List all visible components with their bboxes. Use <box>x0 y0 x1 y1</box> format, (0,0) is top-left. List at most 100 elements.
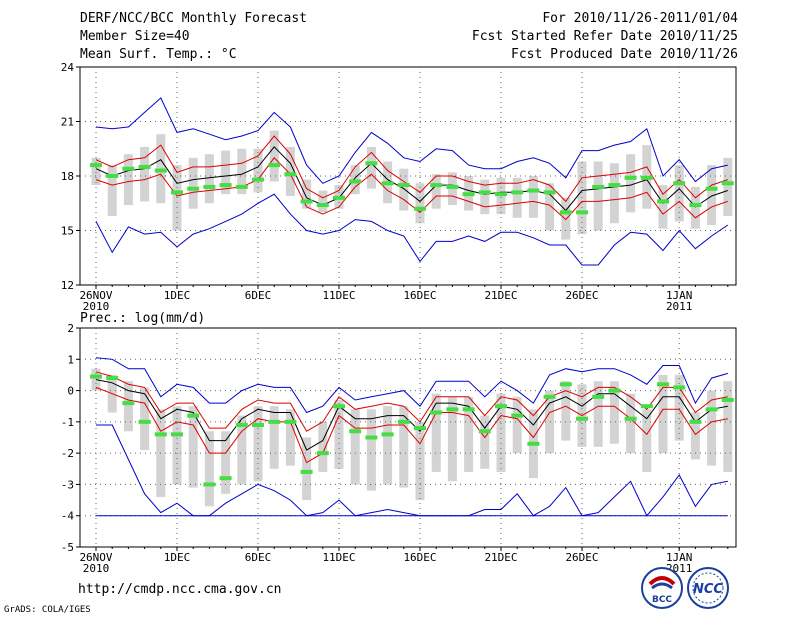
temp-median-mark <box>284 172 297 177</box>
temp-median-mark <box>608 183 621 188</box>
temp-median-mark <box>576 210 588 215</box>
prec-box <box>383 406 393 485</box>
temp-median-mark <box>511 190 524 195</box>
prec-mean-line <box>95 379 728 451</box>
temp-median-mark <box>705 186 718 191</box>
temp-median-mark <box>365 161 378 166</box>
grads-credit: GrADS: COLA/IGES <box>4 605 91 615</box>
prec-box <box>415 421 425 501</box>
prec-median-mark <box>300 469 313 474</box>
prec-box <box>237 415 247 485</box>
temp-box <box>609 163 619 224</box>
temp-x-tick-label: 1DEC <box>164 289 191 302</box>
temp-median-mark <box>527 188 540 193</box>
prec-median-mark <box>495 404 507 409</box>
prec-box <box>658 374 668 454</box>
temp-median-mark <box>187 186 200 191</box>
temp-year-label: 2011 <box>666 300 693 313</box>
temp-x-tick-label: 6DEC <box>245 289 272 302</box>
temp-x-tick-label: 21DEC <box>484 289 517 302</box>
prec-y-tick-label: 0 <box>67 385 74 398</box>
prec-median-mark <box>122 401 135 406</box>
prec-box <box>707 390 717 466</box>
prec-box <box>123 381 133 432</box>
temp-median-mark <box>657 199 669 204</box>
temp-box <box>188 157 198 209</box>
temp-box <box>545 183 555 231</box>
prec-box <box>674 374 684 441</box>
temp-box <box>431 174 441 209</box>
temp-box <box>690 186 700 229</box>
temp-x-tick-label: 1JAN <box>666 289 693 302</box>
prec-box <box>561 381 571 441</box>
prec-median-mark <box>365 435 378 440</box>
temp-median-mark <box>414 206 426 211</box>
temp-box <box>593 161 603 231</box>
temp-box <box>237 148 247 195</box>
prec-median-mark <box>397 419 410 424</box>
ncc-logo-text: NCC <box>693 582 723 597</box>
prec-box <box>593 381 603 447</box>
prec-median-mark <box>219 476 232 481</box>
prec-box <box>140 387 150 451</box>
prec-box <box>221 431 231 494</box>
prec-box <box>642 409 652 472</box>
temp-median-mark <box>397 183 410 188</box>
temp-mean-line <box>95 146 728 212</box>
temp-median-mark <box>333 195 345 200</box>
prec-median-mark <box>478 429 491 434</box>
temp-median-mark <box>219 183 232 188</box>
temp-box <box>253 148 263 193</box>
temp-box <box>528 176 538 218</box>
prec-lower-line <box>95 386 728 464</box>
temp-box <box>204 154 214 204</box>
prec-median-mark <box>511 413 524 418</box>
prec-median-mark <box>381 432 394 437</box>
temp-y-tick-label: 15 <box>61 225 74 238</box>
prec-min-line <box>96 424 728 517</box>
prec-max-line <box>95 357 728 414</box>
forecast-period: For 2010/11/26-2011/01/04 <box>542 11 738 26</box>
prec-box <box>399 406 409 488</box>
bcc-logo: BCC <box>641 567 683 609</box>
temp-median-mark <box>446 184 459 189</box>
prec-median-mark <box>106 376 119 381</box>
prec-median-mark <box>252 422 264 427</box>
temp-box <box>658 185 668 229</box>
prec-x-tick-label: 6DEC <box>245 551 272 564</box>
temp-median-mark <box>171 190 183 195</box>
temp-median-mark <box>381 181 394 186</box>
prec-box <box>626 393 636 454</box>
prec-y-tick-label: -4 <box>61 510 75 523</box>
temp-median-mark <box>268 163 281 168</box>
temp-upper-line <box>95 135 728 203</box>
prec-box <box>302 437 312 501</box>
temp-median-mark <box>235 184 248 189</box>
prec-median-mark <box>624 416 637 421</box>
temp-box <box>302 179 312 209</box>
temp-median-mark <box>640 175 653 180</box>
prec-median-mark <box>705 407 718 412</box>
prec-box <box>512 396 522 454</box>
prec-box <box>204 431 214 507</box>
prec-box <box>431 393 441 472</box>
temp-box <box>107 165 117 216</box>
prec-x-tick-label: 11DEC <box>322 551 355 564</box>
source-url[interactable]: http://cmdp.ncc.cma.gov.cn <box>78 582 282 597</box>
variable-label: Mean Surf. Temp.: °C <box>80 47 237 62</box>
prec-y-tick-label: -1 <box>61 416 74 429</box>
prec-box <box>285 409 295 466</box>
prec-year-label: 2010 <box>83 562 110 575</box>
temp-median-mark <box>624 175 637 180</box>
prec-box <box>188 406 198 488</box>
temp-median-mark <box>90 163 102 168</box>
temp-median-mark <box>721 181 734 186</box>
member-size: Member Size=40 <box>80 29 190 44</box>
prec-median-mark <box>592 394 605 399</box>
temp-box <box>140 146 150 202</box>
temp-box <box>366 146 376 189</box>
prec-y-tick-label: 2 <box>67 322 74 335</box>
prec-x-tick-label: 16DEC <box>403 551 436 564</box>
prec-median-mark <box>640 404 653 409</box>
